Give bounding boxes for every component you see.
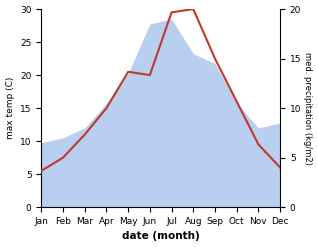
X-axis label: date (month): date (month) [122,231,200,242]
Y-axis label: med. precipitation (kg/m2): med. precipitation (kg/m2) [303,52,313,165]
Y-axis label: max temp (C): max temp (C) [5,77,15,139]
